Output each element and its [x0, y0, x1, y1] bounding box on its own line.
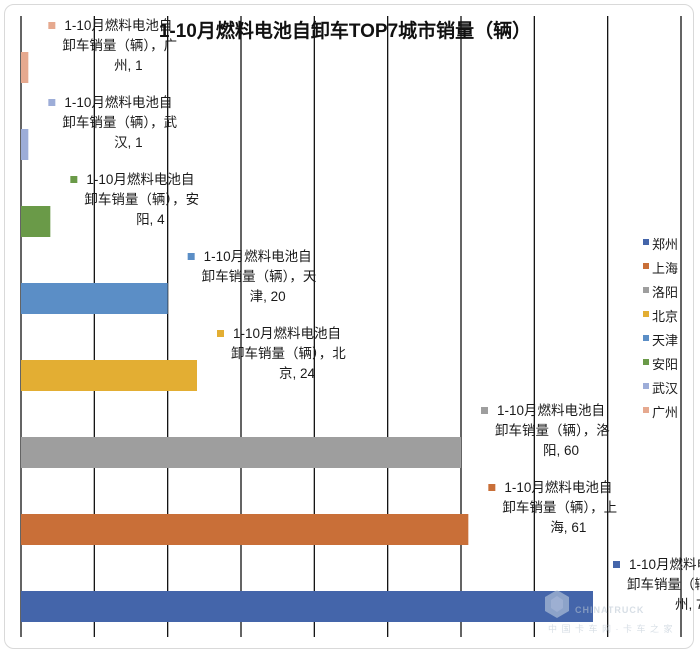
- data-label-line: 1-10月燃料电池自: [64, 94, 172, 110]
- data-label-line: 1-10月燃料电池自: [86, 171, 194, 187]
- data-label-marker: [48, 22, 56, 29]
- bar-天津: [21, 283, 168, 314]
- data-label-line: 州, 1: [114, 58, 143, 73]
- bar-洛阳: [21, 437, 461, 468]
- data-label-line: 汉, 1: [114, 135, 143, 150]
- legend-swatch-上海: [643, 263, 649, 269]
- legend-label-北京: 北京: [652, 309, 678, 324]
- data-label-line: 卸车销量（辆），广: [62, 37, 177, 53]
- data-label-marker: [481, 407, 488, 414]
- bar-郑州: [21, 591, 593, 622]
- legend-swatch-北京: [643, 311, 649, 317]
- data-label-line: 卸车销量（辆），洛: [495, 422, 610, 438]
- data-label-marker: [613, 561, 620, 568]
- legend-swatch-郑州: [643, 239, 649, 245]
- legend-swatch-洛阳: [643, 287, 649, 293]
- data-label-line: 阳, 60: [543, 443, 579, 458]
- bar-上海: [21, 514, 469, 545]
- data-label-line: 津, 20: [250, 289, 286, 304]
- watermark-tagline: 中 国 卡 车 网 · 卡 车 之 家: [548, 623, 674, 634]
- data-label-line: 京, 24: [279, 366, 316, 381]
- bar-广州: [21, 52, 29, 83]
- legend-swatch-广州: [643, 407, 649, 413]
- chart-title: 1-10月燃料电池自卸车TOP7城市销量（辆）: [159, 19, 531, 42]
- data-label-line: 1-10月燃料电池自: [504, 479, 612, 495]
- data-label-line: 卸车销量（辆），北: [231, 345, 346, 361]
- legend-label-武汉: 武汉: [652, 381, 678, 396]
- legend-label-郑州: 郑州: [652, 237, 678, 252]
- data-label-line: 1-10月燃料电池自: [233, 325, 341, 341]
- data-label-marker: [217, 330, 224, 337]
- data-label-marker: [488, 484, 496, 491]
- watermark-logo-icon: [545, 590, 569, 618]
- data-label-line: 卸车销量（辆），郑: [627, 576, 700, 592]
- legend-swatch-安阳: [643, 359, 649, 365]
- legend-label-广州: 广州: [652, 405, 678, 420]
- data-label-line: 1-10月燃料电池自: [497, 402, 605, 418]
- bar-北京: [21, 360, 197, 391]
- data-label-line: 1-10月燃料电池自: [629, 556, 700, 572]
- watermark: CHINATRUCK 中 国 卡 车 网 · 卡 车 之 家: [545, 590, 674, 634]
- data-label-line: 卸车销量（辆），武: [62, 114, 177, 130]
- data-label-marker: [48, 99, 56, 106]
- legend-swatch-武汉: [643, 383, 649, 389]
- data-label-line: 阳, 4: [136, 212, 165, 227]
- data-label-marker: [70, 176, 78, 183]
- bar-武汉: [21, 129, 29, 160]
- bars: [21, 52, 593, 622]
- watermark-brand: CHINATRUCK: [575, 605, 644, 615]
- legend-label-安阳: 安阳: [652, 357, 678, 372]
- legend-label-洛阳: 洛阳: [652, 285, 678, 300]
- data-label-line: 州, 78: [675, 597, 700, 612]
- data-label-line: 卸车销量（辆），安: [84, 191, 199, 207]
- bar-安阳: [21, 206, 51, 237]
- data-label-line: 1-10月燃料电池自: [204, 248, 312, 264]
- data-label-line: 海, 61: [550, 520, 586, 535]
- data-label-line: 卸车销量（辆），天: [202, 268, 317, 284]
- legend-label-天津: 天津: [652, 333, 678, 348]
- legend-label-上海: 上海: [652, 261, 678, 276]
- data-label-line: 卸车销量（辆），上: [502, 499, 617, 515]
- data-label-marker: [187, 253, 195, 260]
- data-label-line: 1-10月燃料电池自: [64, 17, 172, 33]
- legend-swatch-天津: [643, 335, 649, 341]
